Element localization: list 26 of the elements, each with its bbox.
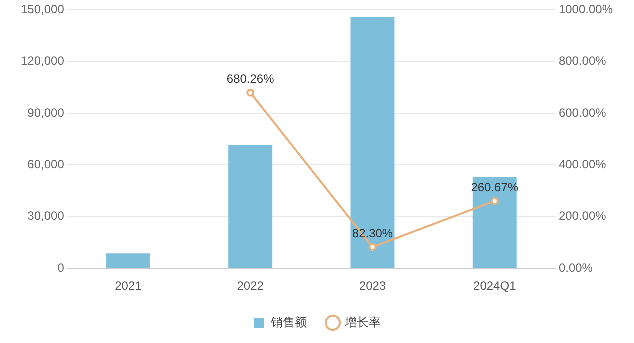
legend-label: 销售额 (270, 315, 307, 330)
legend-label: 增长率 (344, 315, 381, 330)
y2-tick-label: 400.00% (558, 158, 607, 172)
y-tick-label: 150,000 (20, 2, 65, 17)
point (246, 88, 255, 97)
x-tick-label: 2022 (237, 279, 264, 294)
point (368, 243, 377, 252)
y2-tick-label: 800.00% (558, 54, 607, 68)
x-tick-label: 2021 (115, 279, 142, 294)
data-label: 680.26% (226, 72, 275, 86)
y2-tick-label: 0.00% (558, 260, 594, 275)
bar (228, 145, 273, 268)
x-tick-label: 2023 (359, 279, 386, 294)
y2-tick-label: 1000.00% (558, 2, 614, 17)
y2-tick-label: 200.00% (558, 209, 607, 224)
y-tick-label: 90,000 (28, 106, 65, 120)
bar (350, 17, 395, 268)
y-tick-label: 0 (58, 260, 65, 275)
point (490, 197, 499, 206)
bar (472, 177, 517, 268)
x-tick-label: 2024Q1 (474, 279, 517, 294)
y-tick-label: 60,000 (28, 158, 65, 172)
y-tick-label: 120,000 (20, 54, 65, 68)
y2-tick-label: 600.00% (558, 106, 607, 120)
y-tick-label: 30,000 (28, 209, 65, 224)
bar (106, 254, 150, 268)
